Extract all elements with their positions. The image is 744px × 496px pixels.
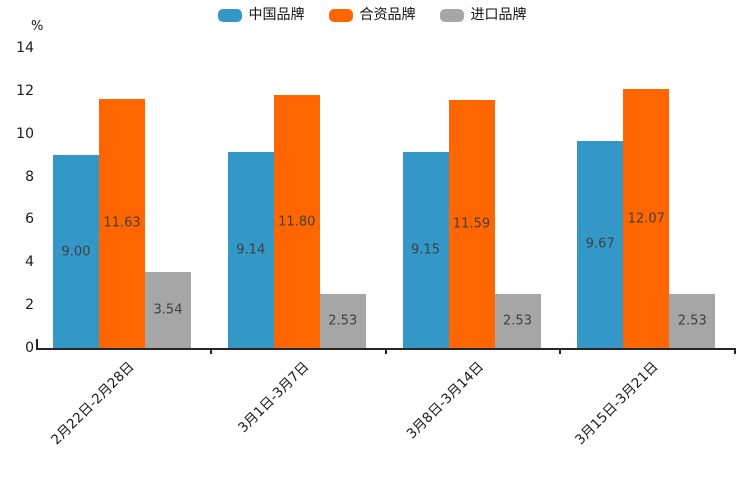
y-tick-label: 12: [16, 82, 34, 99]
x-axis-left-cap: [36, 339, 38, 348]
legend-item-3: 进口品牌: [439, 6, 527, 24]
bar-value-label: 11.59: [452, 216, 491, 232]
bar-value-label: 2.53: [328, 313, 358, 329]
x-axis-tick: [734, 348, 736, 354]
x-axis-tick: [559, 348, 562, 354]
bar-进口品牌-1: [145, 272, 191, 348]
legend-item-2: 合资品牌: [328, 6, 416, 24]
legend-item-label: 进口品牌: [470, 7, 527, 23]
bar-中国品牌-2: [227, 152, 274, 348]
y-tick-label: 6: [25, 211, 34, 228]
bar-进口品牌-3: [494, 293, 541, 348]
bar-value-label: 9.67: [585, 236, 615, 252]
y-tick-label: 4: [25, 254, 34, 271]
y-axis-unit-label: %: [31, 19, 44, 34]
bar-中国品牌-3: [402, 151, 449, 348]
bar-value-label: 9.15: [411, 242, 440, 258]
bar-中国品牌-4: [577, 140, 624, 348]
bar-value-label: 2.53: [503, 313, 532, 329]
bar-合资品牌-2: [273, 95, 320, 348]
x-axis-label: 3月1日-3月7日: [235, 358, 313, 437]
bar-进口品牌-4: [669, 293, 716, 348]
y-tick-label: 8: [25, 168, 34, 185]
bar-进口品牌-2: [319, 293, 366, 348]
plot-area: 9.00 11.63 3.54 9.14 11.80 2.53 9.15 11.59 2.53 9…: [36, 48, 736, 354]
bar-合资品牌-1: [99, 98, 145, 348]
bar-value-label: 3.54: [153, 302, 183, 318]
legend: 中国品牌 合资品牌 进口品牌: [0, 6, 744, 24]
legend-item-1: 中国品牌: [217, 6, 305, 24]
y-tick-label: 2: [25, 297, 34, 314]
bar-value-label: 9.00: [61, 244, 91, 260]
bar-value-label: 2.53: [677, 313, 707, 329]
bar-value-label: 11.80: [278, 214, 316, 230]
bar-value-label: 9.14: [236, 242, 266, 258]
bar-中国品牌-1: [53, 155, 99, 348]
x-axis-tick: [209, 348, 212, 354]
x-axis-label: 2月22日-2月28日: [48, 358, 138, 449]
legend-swatch-icon: [439, 8, 464, 22]
x-axis-tick: [384, 348, 387, 354]
legend-item-label: 合资品牌: [359, 7, 416, 23]
legend-swatch-icon: [217, 8, 242, 22]
legend-swatch-icon: [328, 8, 353, 22]
bar-value-label: 11.63: [103, 215, 141, 231]
bar-value-label: 12.07: [627, 211, 665, 227]
y-tick-label: 10: [16, 125, 34, 142]
legend-item-label: 中国品牌: [248, 7, 305, 23]
bar-合资品牌-3: [448, 99, 495, 348]
x-axis-label: 3月15日-3月21日: [572, 358, 662, 449]
y-tick-label: 0: [25, 340, 34, 356]
y-tick-label: 14: [16, 40, 34, 56]
bar-合资品牌-4: [623, 89, 670, 348]
x-axis-label: 3月8日-3月14日: [403, 358, 488, 443]
